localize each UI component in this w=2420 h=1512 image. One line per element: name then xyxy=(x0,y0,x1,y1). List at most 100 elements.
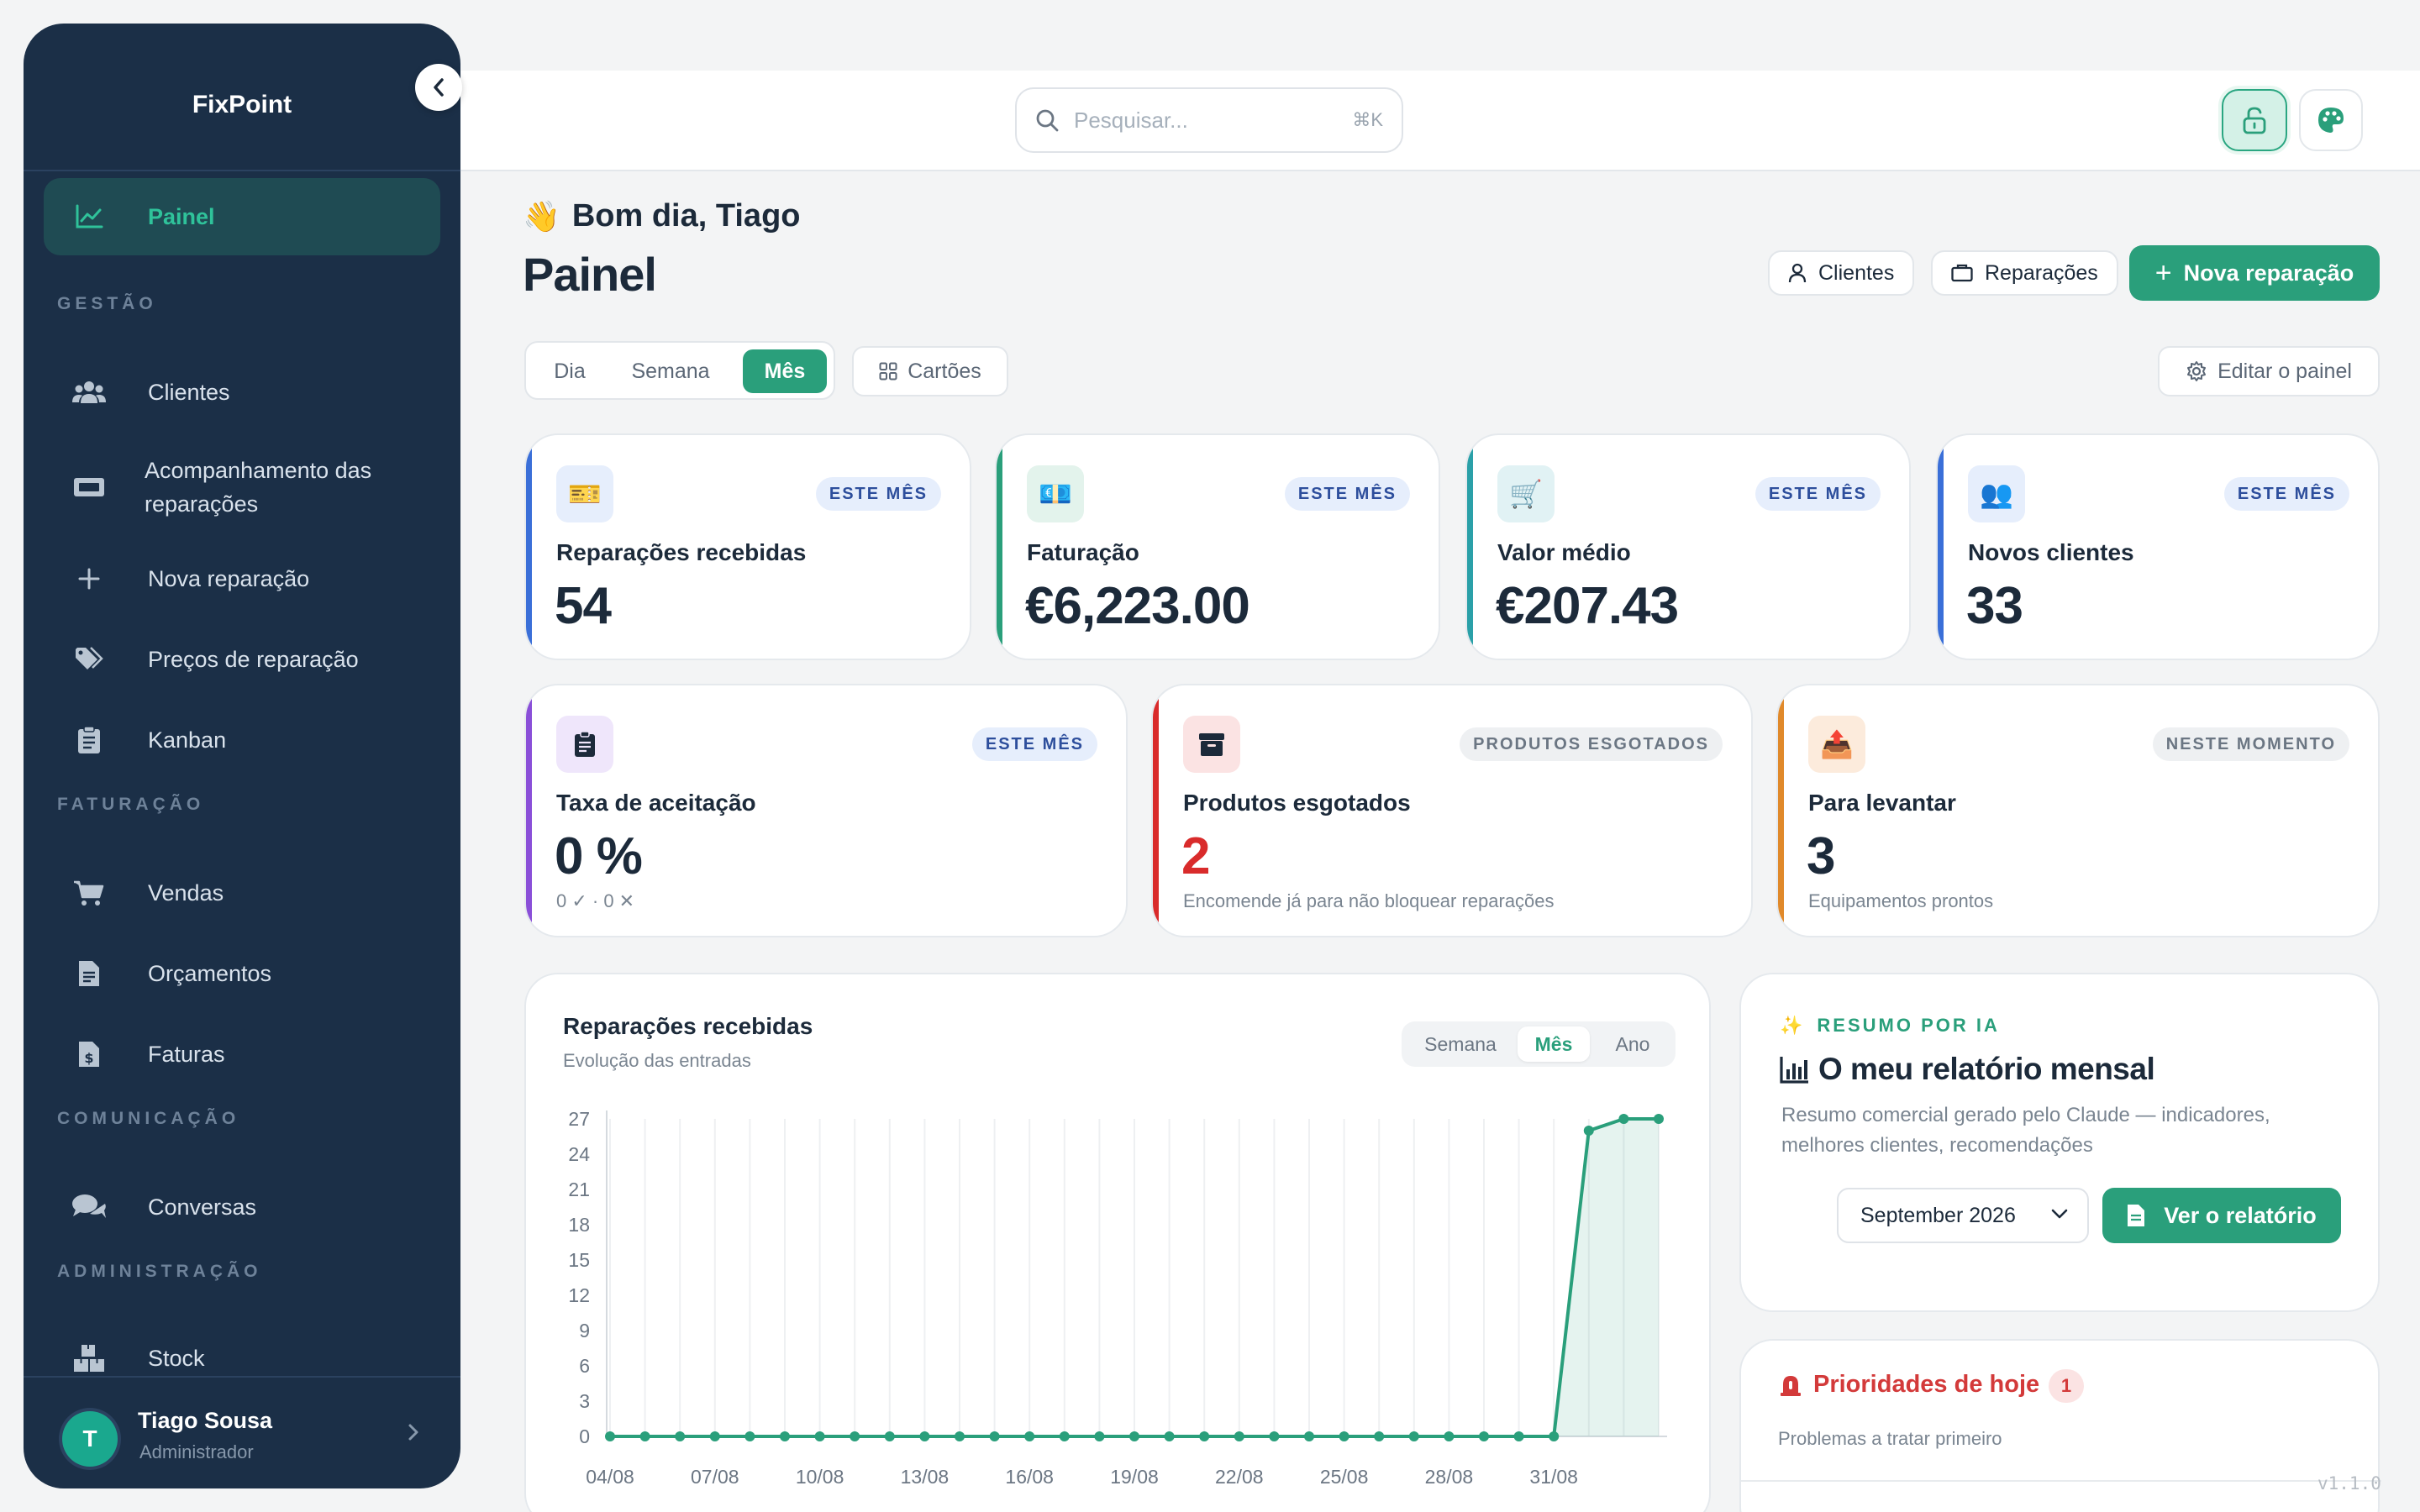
period-badge: ESTE MÊS xyxy=(2223,477,2349,511)
data-point xyxy=(1654,1114,1664,1124)
sidebar-item-label: Conversas xyxy=(148,1194,257,1220)
period-mes[interactable]: Mês xyxy=(743,349,827,393)
stat-sub: Equipamentos prontos xyxy=(1808,890,1994,911)
id-card-icon: 🎫 xyxy=(556,465,613,522)
clients-button[interactable]: Clientes xyxy=(1768,250,1915,296)
y-tick-label: 15 xyxy=(568,1249,590,1271)
data-point xyxy=(1408,1431,1419,1441)
document-icon xyxy=(2127,1204,2145,1227)
sidebar-item-label: Preços de reparação xyxy=(148,646,359,672)
stat-sub: Encomende já para não bloquear reparaçõe… xyxy=(1183,890,1555,911)
stat-card-para-levantar: 📤 NESTE MOMENTO Para levantar 3 Equipame… xyxy=(1776,684,2380,937)
new-repair-button[interactable]: + Nova reparação xyxy=(2129,245,2380,301)
user-profile[interactable]: T Tiago Sousa Administrador xyxy=(24,1376,460,1488)
x-tick-label: 16/08 xyxy=(1005,1466,1054,1488)
cards-button[interactable]: Cartões xyxy=(852,346,1008,396)
range-mes[interactable]: Mês xyxy=(1518,1026,1590,1062)
search-shortcut: ⌘K xyxy=(1352,109,1383,130)
sidebar-item-acompanhamento[interactable]: Acompanhamento das reparações xyxy=(44,452,440,522)
data-point xyxy=(1304,1431,1314,1441)
edit-dashboard-button[interactable]: Editar o painel xyxy=(2158,346,2380,396)
sidebar-item-label: Kanban xyxy=(148,727,227,753)
sidebar-item-nova-reparacao[interactable]: Nova reparação xyxy=(44,558,440,600)
top-bar: Pesquisar... ⌘K xyxy=(460,71,2420,171)
chart-line-icon xyxy=(64,204,114,229)
grid-icon xyxy=(879,362,897,381)
period-badge: ESTE MÊS xyxy=(815,477,941,511)
stat-card-reparacoes: 🎫 ESTE MÊS Reparações recebidas 54 xyxy=(524,433,971,660)
period-badge: ESTE MÊS xyxy=(971,727,1097,761)
user-name: Tiago Sousa xyxy=(138,1408,273,1433)
plus-icon: + xyxy=(2154,256,2172,289)
sidebar-item-kanban[interactable]: Kanban xyxy=(44,719,440,761)
period-badge: ESTE MÊS xyxy=(1284,477,1410,511)
chat-icon xyxy=(64,1193,114,1221)
x-tick-label: 10/08 xyxy=(796,1466,844,1488)
sidebar-item-precos[interactable]: Preços de reparação xyxy=(44,638,440,680)
cards-button-label: Cartões xyxy=(908,359,981,383)
y-tick-label: 21 xyxy=(568,1179,590,1200)
sidebar-item-clientes[interactable]: Clientes xyxy=(44,371,440,413)
repairs-button-label: Reparações xyxy=(1985,260,2098,285)
stat-value: 0 % xyxy=(555,827,643,885)
boxes-icon xyxy=(64,1344,114,1373)
sidebar: FixPoint Painel GESTÃO Clientes Acompanh… xyxy=(24,24,460,1488)
x-tick-label: 28/08 xyxy=(1425,1466,1474,1488)
sidebar-divider xyxy=(24,170,460,171)
stat-card-novos-clientes: 👥 ESTE MÊS Novos clientes 33 xyxy=(1936,433,2380,660)
data-point xyxy=(814,1431,825,1441)
data-point xyxy=(1444,1431,1455,1441)
theme-button[interactable] xyxy=(2299,89,2363,151)
repairs-button[interactable]: Reparações xyxy=(1931,250,2118,296)
sidebar-item-label-line2: reparações xyxy=(145,491,259,517)
period-selector: Dia Semana Mês xyxy=(524,341,835,400)
sidebar-item-label: Acompanhamento das reparações xyxy=(145,454,371,521)
y-tick-label: 12 xyxy=(568,1284,590,1306)
sidebar-collapse-button[interactable] xyxy=(415,64,462,111)
data-point xyxy=(639,1431,650,1441)
card-accent xyxy=(526,435,532,659)
ai-title-text: O meu relatório mensal xyxy=(1818,1052,2155,1086)
data-point xyxy=(1269,1431,1280,1441)
period-dia[interactable]: Dia xyxy=(554,359,586,383)
y-tick-label: 9 xyxy=(579,1320,590,1341)
siren-icon xyxy=(1780,1373,1802,1397)
sidebar-item-painel[interactable]: Painel xyxy=(44,178,440,255)
search-input[interactable]: Pesquisar... ⌘K xyxy=(1015,87,1403,153)
month-select[interactable]: September 2026 xyxy=(1837,1188,2089,1243)
view-report-button[interactable]: Ver o relatório xyxy=(2102,1188,2341,1243)
range-ano[interactable]: Ano xyxy=(1615,1032,1650,1055)
data-point xyxy=(955,1431,965,1441)
sidebar-item-vendas[interactable]: Vendas xyxy=(44,872,440,914)
data-point xyxy=(1513,1431,1524,1441)
period-badge: ESTE MÊS xyxy=(1754,477,1881,511)
ticket-icon xyxy=(64,475,114,499)
month-select-value: September 2026 xyxy=(1860,1203,2016,1227)
period-semana[interactable]: Semana xyxy=(631,359,710,383)
wave-icon: 👋 xyxy=(523,198,560,234)
chart-title: Reparações recebidas xyxy=(563,1013,813,1039)
avatar: T xyxy=(62,1411,118,1467)
sidebar-item-stock[interactable]: Stock xyxy=(44,1337,440,1379)
x-tick-label: 04/08 xyxy=(586,1466,634,1488)
lock-button[interactable] xyxy=(2222,89,2287,151)
stat-label: Taxa de aceitação xyxy=(556,790,756,816)
data-point xyxy=(850,1431,860,1441)
chevron-down-icon xyxy=(2050,1208,2069,1220)
data-point xyxy=(1094,1431,1105,1441)
card-accent xyxy=(1778,685,1784,936)
cart-emoji-icon: 🛒 xyxy=(1497,465,1555,522)
sidebar-item-faturas[interactable]: $ Faturas xyxy=(44,1033,440,1075)
stat-label: Reparações recebidas xyxy=(556,539,807,565)
y-tick-label: 27 xyxy=(568,1108,590,1130)
unlock-icon xyxy=(2241,106,2268,134)
repairs-chart-card: Reparações recebidas Evolução das entrad… xyxy=(524,973,1711,1512)
clipboard-icon xyxy=(64,726,114,754)
plus-icon xyxy=(64,567,114,591)
search-placeholder: Pesquisar... xyxy=(1074,107,1188,133)
x-tick-label: 07/08 xyxy=(691,1466,739,1488)
range-semana[interactable]: Semana xyxy=(1424,1032,1497,1055)
sidebar-item-conversas[interactable]: Conversas xyxy=(44,1186,440,1228)
sidebar-item-orcamentos[interactable]: Orçamentos xyxy=(44,953,440,995)
sidebar-item-label: Painel xyxy=(148,203,215,229)
